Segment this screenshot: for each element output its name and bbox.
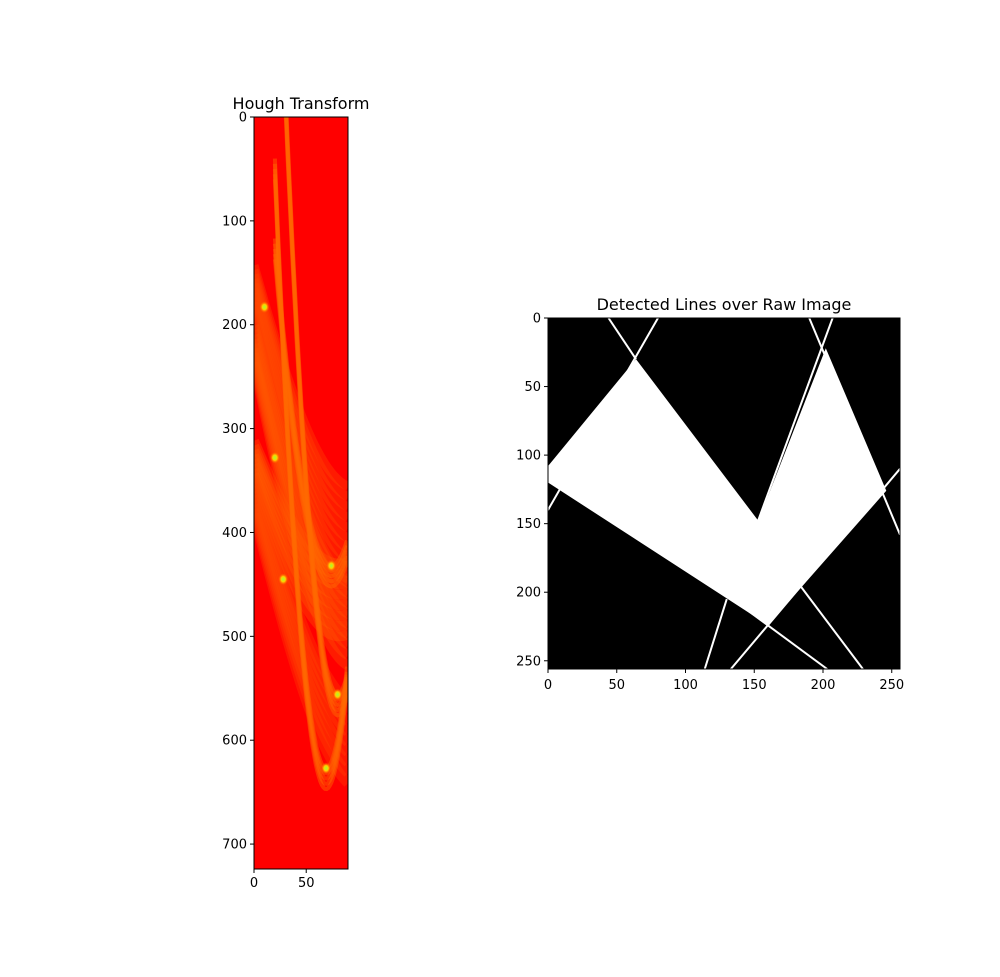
hough-peak <box>259 301 270 314</box>
hough-curve <box>254 287 348 543</box>
detected-line <box>703 598 728 669</box>
detected-x-tick-label: 250 <box>879 678 904 693</box>
hough-curve <box>254 480 348 716</box>
hough-curve <box>254 347 348 639</box>
hough-curve <box>254 484 348 726</box>
hough-curve <box>272 158 348 771</box>
hough-curve <box>254 301 348 574</box>
hough-y-tick-label: 600 <box>222 734 247 749</box>
hough-curve <box>254 338 348 619</box>
hough-curve <box>254 356 348 660</box>
hough-x-tick-label: 50 <box>298 876 315 891</box>
detected-y-tick-label: 150 <box>516 517 541 532</box>
hough-curve <box>254 494 348 747</box>
hough-y-tick-label: 0 <box>239 111 247 126</box>
hough-x-tick-label: 0 <box>250 876 258 891</box>
hough-y-tick-label: 500 <box>222 630 247 645</box>
hough-title: Hough Transform <box>233 94 370 113</box>
detected-lines-panel: Detected Lines over Raw Image 0 50 100 150 2… <box>516 295 904 693</box>
hough-curve <box>254 282 348 532</box>
hough-curve <box>272 179 348 792</box>
hough-curve <box>254 333 348 608</box>
hough-curve <box>254 342 348 629</box>
hough-curve <box>254 268 348 501</box>
hough-curve <box>254 472 348 642</box>
detected-line <box>548 465 570 480</box>
hough-curve <box>254 361 348 670</box>
hough-curve <box>254 273 348 512</box>
detected-x-tick-label: 150 <box>742 678 767 693</box>
detected-lines <box>548 318 900 669</box>
hough-curve <box>284 117 348 713</box>
hough-curve <box>254 512 348 787</box>
hough-curve <box>254 489 348 736</box>
detected-line <box>800 586 864 669</box>
hough-y-tick-label: 300 <box>222 422 247 437</box>
hough-curve <box>254 457 348 611</box>
hough-heatmap-background <box>254 117 348 869</box>
hough-y-tick-label: 700 <box>222 838 247 853</box>
hough-curve <box>272 259 348 589</box>
detected-y-tick-label: 0 <box>533 312 541 327</box>
hough-curve <box>254 462 348 621</box>
hough-curve <box>254 296 348 563</box>
hough-peaks <box>259 301 343 775</box>
hough-curve <box>284 117 348 708</box>
hough-y-tick-label: 100 <box>222 214 247 229</box>
detected-line <box>756 318 834 525</box>
hough-curve <box>254 503 348 767</box>
hough-peak <box>321 762 332 775</box>
hough-curve <box>254 498 348 757</box>
detected-x-tick-label: 200 <box>811 678 836 693</box>
hough-y-tick-label: 200 <box>222 318 247 333</box>
hough-axes-frame <box>253 116 349 870</box>
hough-peak <box>326 559 337 572</box>
detected-y-tick-label: 250 <box>516 654 541 669</box>
hough-curve <box>254 443 348 579</box>
detected-line <box>730 468 900 669</box>
hough-curve <box>272 168 348 781</box>
hough-curve <box>254 453 348 600</box>
detected-axes-frame <box>547 317 901 670</box>
hough-curve <box>272 174 348 786</box>
hough-curve <box>254 508 348 777</box>
hough-curve <box>254 328 348 598</box>
hough-peak <box>269 451 280 464</box>
hough-peak <box>278 573 289 586</box>
detected-y-tick-label: 50 <box>524 380 541 395</box>
detected-lines-title: Detected Lines over Raw Image <box>597 295 852 314</box>
raw-image-shape <box>548 348 887 626</box>
hough-curve <box>272 253 348 584</box>
hough-curve <box>254 352 348 650</box>
hough-peak <box>332 688 343 701</box>
hough-curve <box>254 448 348 590</box>
hough-curve <box>254 467 348 631</box>
hough-curve <box>272 163 348 776</box>
hough-curve <box>283 117 348 718</box>
detected-line <box>568 477 828 669</box>
hough-transform-panel: Hough Transform 0 50010020030040050060070… <box>222 94 370 892</box>
detected-x-tick-label: 0 <box>544 678 552 693</box>
hough-curve <box>254 292 348 553</box>
hough-curve <box>272 248 348 579</box>
detected-y-tick-label: 200 <box>516 586 541 601</box>
hough-curve <box>254 264 348 491</box>
detected-y-tick-label: 100 <box>516 449 541 464</box>
detected-line <box>607 318 637 360</box>
detected-line <box>808 318 900 536</box>
hough-curve <box>254 475 348 706</box>
hough-y-tick-label: 400 <box>222 526 247 541</box>
detected-x-tick-label: 100 <box>673 678 698 693</box>
detected-x-tick-label: 50 <box>608 678 625 693</box>
hough-curve <box>254 278 348 522</box>
